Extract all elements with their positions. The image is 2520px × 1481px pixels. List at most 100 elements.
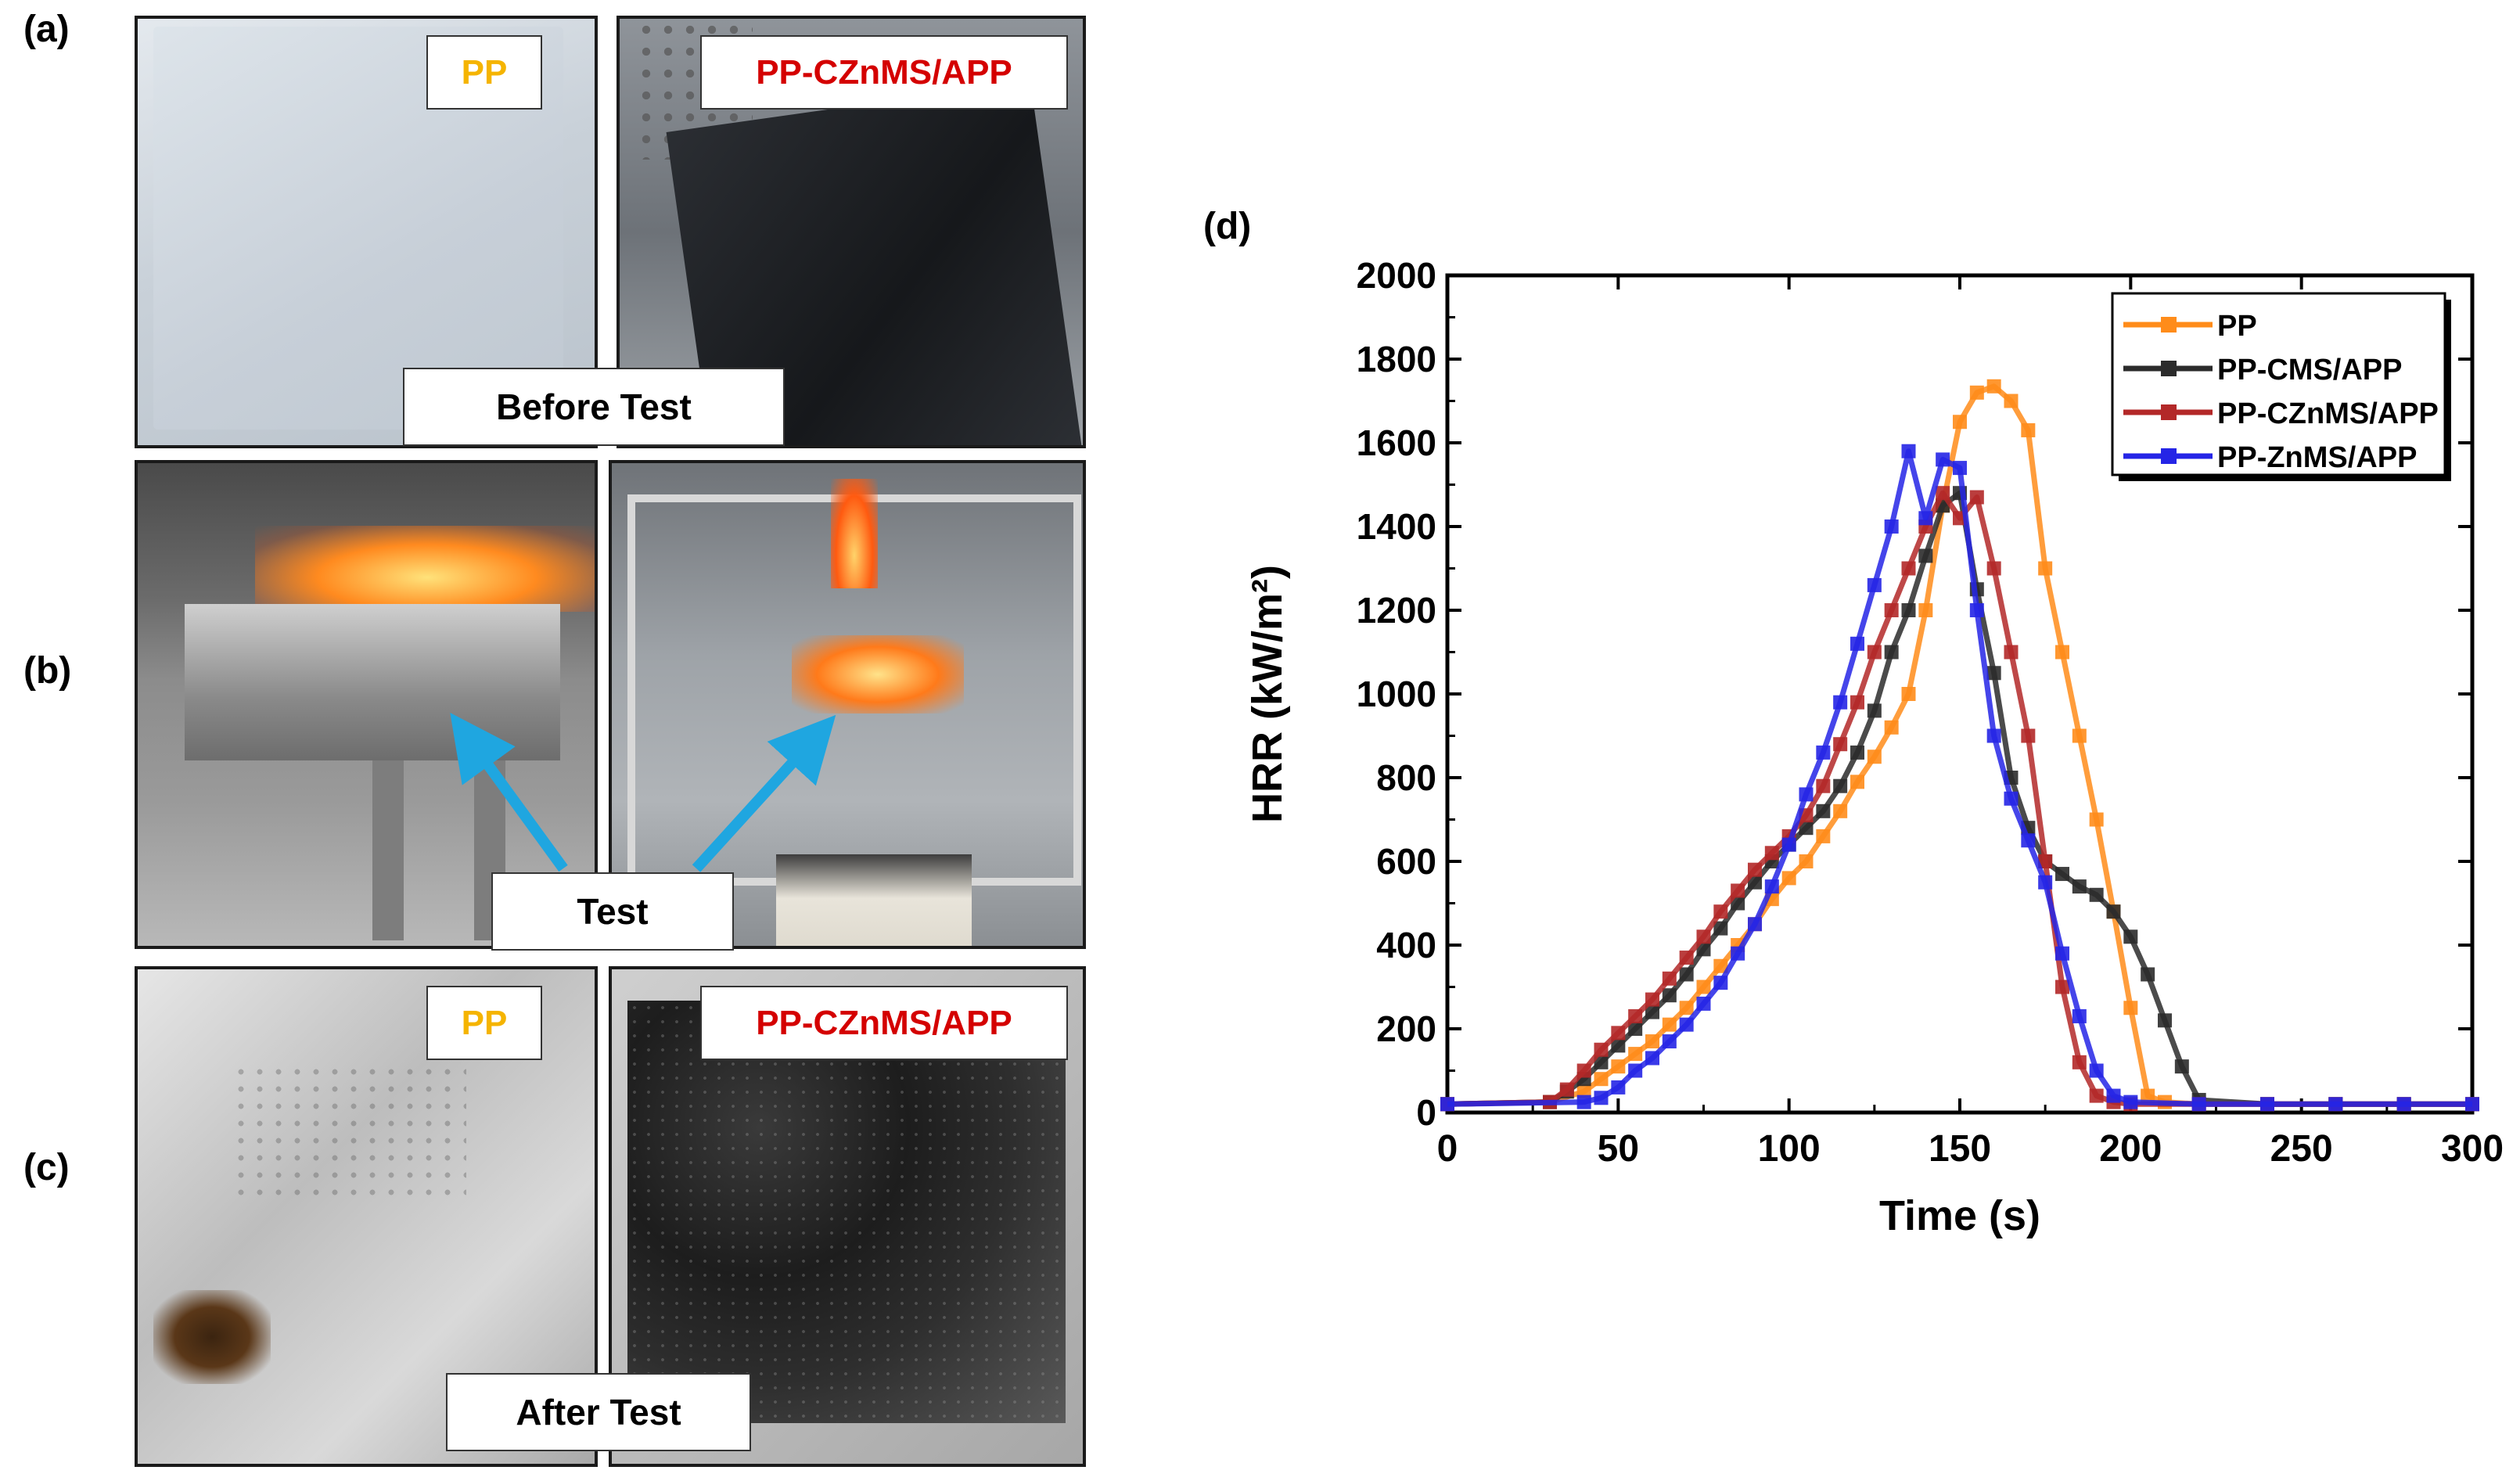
czms-label-after: PP-CZnMS/APP: [700, 986, 1068, 1060]
series-pp-point: [2021, 422, 2036, 437]
series-pp-znms-app-point: [1799, 787, 1814, 802]
series-pp-cms-app-point: [1731, 896, 1745, 911]
series-pp-point: [2055, 645, 2069, 660]
series-pp-cznms-app-point: [1696, 929, 1711, 944]
series-pp-cms-app-point: [2158, 1013, 2172, 1028]
y-tick-label: 1000: [1357, 674, 1436, 714]
panel-label-b: (b): [23, 650, 72, 692]
y-tick-label: 1800: [1357, 339, 1436, 379]
series-pp-point: [1713, 958, 1728, 973]
series-pp-cznms-app-line: [1447, 490, 2472, 1107]
series-pp-znms-app-point: [1594, 1091, 1609, 1105]
legend-item-pp-znms-app-label: PP-ZnMS/APP: [2217, 441, 2417, 474]
series-pp-point: [2004, 394, 2019, 408]
series-pp-cms-app-point: [1833, 778, 1848, 793]
series-pp-znms-app-point: [1867, 577, 1882, 592]
series-pp-point: [1986, 379, 2001, 394]
series-pp-cms-app-point: [2072, 879, 2087, 894]
series-pp-cznms-app-point: [1936, 486, 1950, 501]
legend-item-pp-znms-app-marker: [2161, 448, 2177, 464]
series-pp-znms-app-point: [2021, 833, 2036, 848]
series-pp-cznms-app-point: [2072, 1055, 2087, 1069]
series-pp-znms-app-point: [1440, 1097, 1454, 1112]
y-tick-label: 1600: [1357, 422, 1436, 463]
y-tick-label: 800: [1376, 757, 1436, 798]
x-tick-label: 200: [2099, 1128, 2162, 1170]
series-pp-znms-app-point: [1833, 695, 1848, 710]
series-pp-cznms-app-point: [1748, 862, 1762, 877]
series-pp-cznms-app-point: [1731, 883, 1745, 898]
series-pp-point: [2141, 1088, 2155, 1103]
legend-item-pp-marker: [2161, 317, 2177, 333]
series-pp-cms-app-point: [1748, 875, 1762, 890]
series-pp-cms-app-point: [1628, 1022, 1643, 1036]
series-pp-cznms-app-point: [1611, 1026, 1626, 1041]
series-pp-cms-app-point: [2141, 967, 2155, 982]
series-pp-znms-app-point: [1816, 745, 1831, 760]
series-pp-znms-app-point: [2055, 946, 2069, 961]
y-tick-label: 400: [1376, 925, 1436, 965]
series-pp-point: [1696, 980, 1711, 994]
series-pp-znms-app-point: [2328, 1097, 2343, 1112]
series-pp-znms-app-line: [1447, 448, 2472, 1107]
series-pp-znms-app-point: [2191, 1097, 2206, 1112]
series-pp-cms-app-point: [2055, 867, 2069, 882]
czms-label-before: PP-CZnMS/APP: [700, 35, 1068, 110]
series-pp-cznms-app-point: [1986, 561, 2001, 576]
panel-label-d: (d): [1203, 206, 1251, 247]
arrow-right: [692, 714, 836, 872]
test-arrows: [450, 713, 836, 872]
series-pp-cznms-app-point: [1628, 1008, 1643, 1023]
series-pp-point: [1679, 1001, 1694, 1015]
series-pp-cznms-app-point: [1662, 971, 1677, 986]
series-pp-znms-app-point: [1576, 1095, 1591, 1109]
series-pp-cms-app-point: [1986, 666, 2001, 681]
series-pp-znms-app-point: [1662, 1034, 1677, 1049]
series-pp-cms-app-point: [2089, 887, 2104, 902]
y-tick-label: 2000: [1357, 255, 1436, 296]
series-pp-cms-app-point: [2174, 1059, 2189, 1074]
series-pp-znms-app-point: [2038, 875, 2053, 890]
series-pp-point: [1662, 1017, 1677, 1032]
series-pp-point: [1594, 1072, 1609, 1087]
series-pp-znms-app-point: [2465, 1097, 2479, 1112]
series-pp-znms-app-point: [1918, 511, 1933, 526]
series-pp-point: [2072, 728, 2087, 743]
series-pp-cms-app-point: [1594, 1055, 1609, 1069]
series-pp-cms-app-point: [1696, 942, 1711, 957]
y-tick-label: 1200: [1357, 590, 1436, 631]
pp-label-after: PP: [426, 986, 542, 1060]
series-pp-cznms-app-point: [1679, 951, 1694, 965]
arrow-left: [450, 713, 568, 872]
pp-label-before: PP: [426, 35, 542, 110]
series-pp-point: [2089, 812, 2104, 827]
series-pp-cznms-app-point: [2055, 980, 2069, 994]
series-pp-cznms-app-point: [2021, 728, 2036, 743]
series-pp-point: [2123, 1001, 2138, 1015]
series-pp-point: [1611, 1059, 1626, 1074]
series-pp-cznms-app-point: [1764, 846, 1779, 861]
before-test-label: Before Test: [403, 368, 785, 446]
series-pp-point: [1799, 854, 1814, 868]
series-pp-znms-app-point: [1731, 946, 1745, 961]
series-pp-cznms-app-point: [1969, 490, 1984, 505]
series-pp-cznms-app-point: [2038, 854, 2053, 868]
series-pp-cznms-app-point: [1901, 561, 1916, 576]
series-pp-znms-app-point: [1645, 1051, 1659, 1066]
legend-item-pp-cznms-app-label: PP-CZnMS/APP: [2217, 397, 2439, 430]
x-tick-label: 250: [2270, 1128, 2333, 1170]
series-pp-cznms-app-point: [1884, 603, 1899, 617]
series-pp-point: [1850, 775, 1864, 789]
series-pp-znms-app-point: [1850, 636, 1864, 651]
series-pp-znms-app-point: [1713, 976, 1728, 990]
series-pp-znms-app-point: [1969, 603, 1984, 617]
series-pp-cznms-app-point: [1713, 904, 1728, 919]
series-pp-znms-app-point: [1781, 837, 1796, 852]
series-pp-point: [1816, 829, 1831, 843]
series-pp-point: [1953, 415, 1967, 430]
series-pp-point: [1645, 1034, 1659, 1049]
series-pp-cznms-app-point: [1594, 1042, 1609, 1057]
series-pp-znms-app-point: [1628, 1063, 1643, 1078]
series-pp-znms-app-point: [2396, 1097, 2411, 1112]
series-pp-znms-app-point: [2106, 1088, 2121, 1103]
